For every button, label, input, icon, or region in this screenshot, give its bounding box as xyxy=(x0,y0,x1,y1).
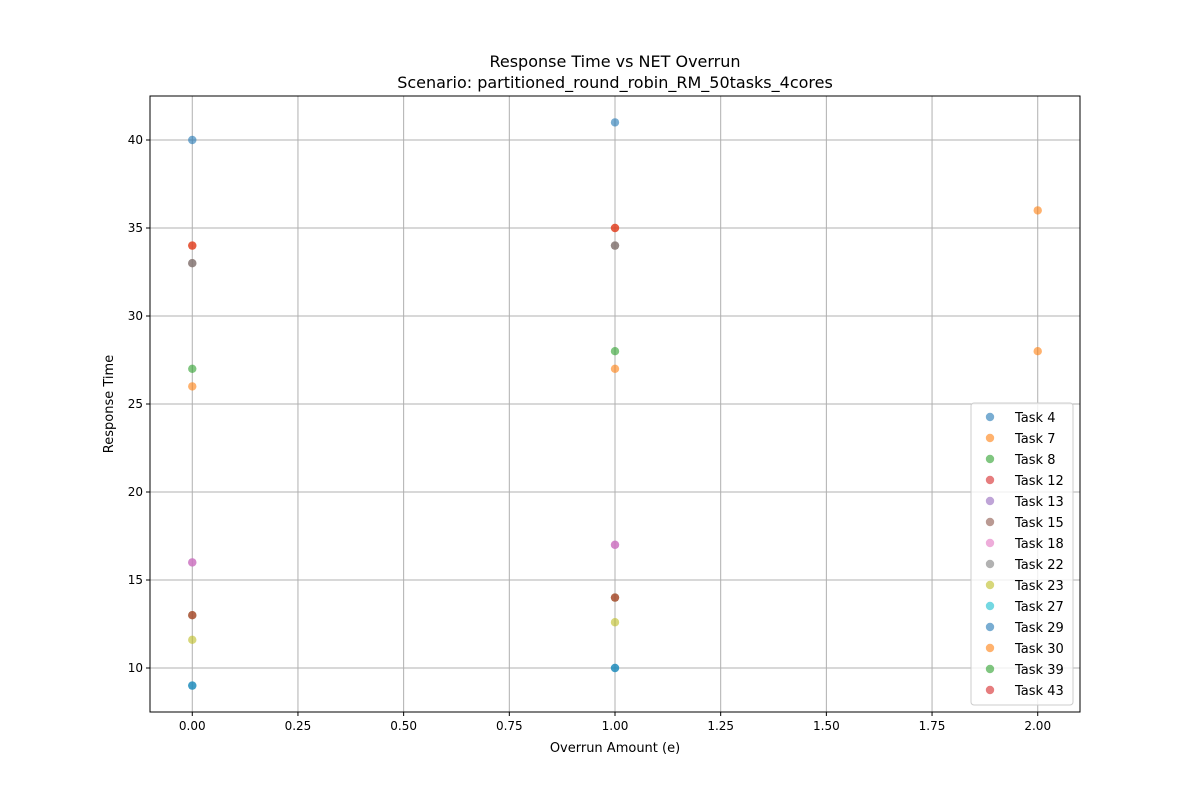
x-tick-label: 1.00 xyxy=(602,719,629,733)
x-tick-label: 1.50 xyxy=(813,719,840,733)
legend-label: Task 13 xyxy=(1014,495,1064,510)
legend-marker xyxy=(985,475,995,485)
legend-label: Task 22 xyxy=(1014,558,1064,573)
legend-marker xyxy=(985,559,995,569)
x-axis-label: Overrun Amount (e) xyxy=(550,741,680,756)
data-point xyxy=(610,593,620,602)
data-point xyxy=(610,540,620,549)
data-point xyxy=(188,611,197,620)
y-axis-ticks: 10 15 20 25 30 35 40 xyxy=(128,133,150,675)
data-point xyxy=(610,118,620,127)
legend-marker xyxy=(985,622,995,632)
x-tick-label: 2.00 xyxy=(1024,719,1051,733)
x-tick-label: 0.50 xyxy=(390,719,417,733)
chart-title: Response Time vs NET Overrun xyxy=(489,52,740,71)
legend-marker xyxy=(985,454,995,464)
legend-label: Task 23 xyxy=(1014,579,1064,594)
x-tick-label: 0.25 xyxy=(285,719,312,733)
legend-marker xyxy=(985,496,995,506)
data-point xyxy=(188,259,197,268)
legend-marker xyxy=(985,601,995,611)
y-tick-label: 25 xyxy=(128,397,143,411)
x-tick-label: 1.25 xyxy=(707,719,734,733)
legend-marker xyxy=(985,517,995,527)
legend-label: Task 29 xyxy=(1014,621,1064,636)
y-tick-label: 30 xyxy=(128,309,143,323)
x-tick-label: 0.00 xyxy=(179,719,206,733)
legend-label: Task 4 xyxy=(1014,411,1055,426)
data-point xyxy=(188,364,197,373)
legend-box xyxy=(970,402,1074,706)
data-point xyxy=(610,618,620,627)
legend-label: Task 27 xyxy=(1014,600,1064,615)
data-points xyxy=(188,118,1042,690)
legend-marker xyxy=(985,643,995,653)
legend: Task 4 Task 7 Task 8 Task 12 Task 13 Task 15 T… xyxy=(970,402,1074,706)
data-point xyxy=(610,241,620,250)
legend-marker xyxy=(985,580,995,590)
data-point xyxy=(188,382,197,391)
data-point xyxy=(188,635,197,645)
data-point xyxy=(188,241,197,250)
data-point xyxy=(610,663,620,673)
legend-marker xyxy=(985,685,995,695)
data-point xyxy=(610,223,620,233)
data-point xyxy=(1033,206,1042,215)
data-point xyxy=(188,681,197,690)
legend-label: Task 8 xyxy=(1014,453,1055,468)
data-point xyxy=(610,364,620,373)
y-axis-label: Response Time xyxy=(102,355,117,453)
legend-marker xyxy=(985,538,995,548)
y-tick-label: 40 xyxy=(128,133,143,147)
data-point xyxy=(188,135,197,145)
grid-lines xyxy=(150,96,1080,712)
data-point xyxy=(188,558,197,567)
legend-marker xyxy=(985,433,995,443)
y-tick-label: 10 xyxy=(128,661,143,675)
x-tick-label: 1.75 xyxy=(919,719,946,733)
y-tick-label: 20 xyxy=(128,485,143,499)
y-tick-label: 15 xyxy=(128,573,143,587)
legend-label: Task 39 xyxy=(1014,663,1064,678)
legend-label: Task 18 xyxy=(1014,537,1064,552)
data-point xyxy=(610,347,620,356)
legend-label: Task 30 xyxy=(1014,642,1064,657)
data-point xyxy=(1033,347,1042,356)
legend-label: Task 15 xyxy=(1014,516,1064,531)
legend-marker xyxy=(985,412,995,422)
legend-label: Task 43 xyxy=(1014,684,1064,699)
x-tick-label: 0.75 xyxy=(496,719,523,733)
legend-label: Task 7 xyxy=(1014,432,1055,447)
y-tick-label: 35 xyxy=(128,221,143,235)
legend-marker xyxy=(985,664,995,674)
chart-subtitle: Scenario: partitioned_round_robin_RM_50t… xyxy=(397,73,833,93)
x-axis-ticks: 0.00 0.25 0.50 0.75 1.00 1.25 1.50 1.75 2.00 xyxy=(179,712,1051,733)
legend-label: Task 12 xyxy=(1014,474,1064,489)
